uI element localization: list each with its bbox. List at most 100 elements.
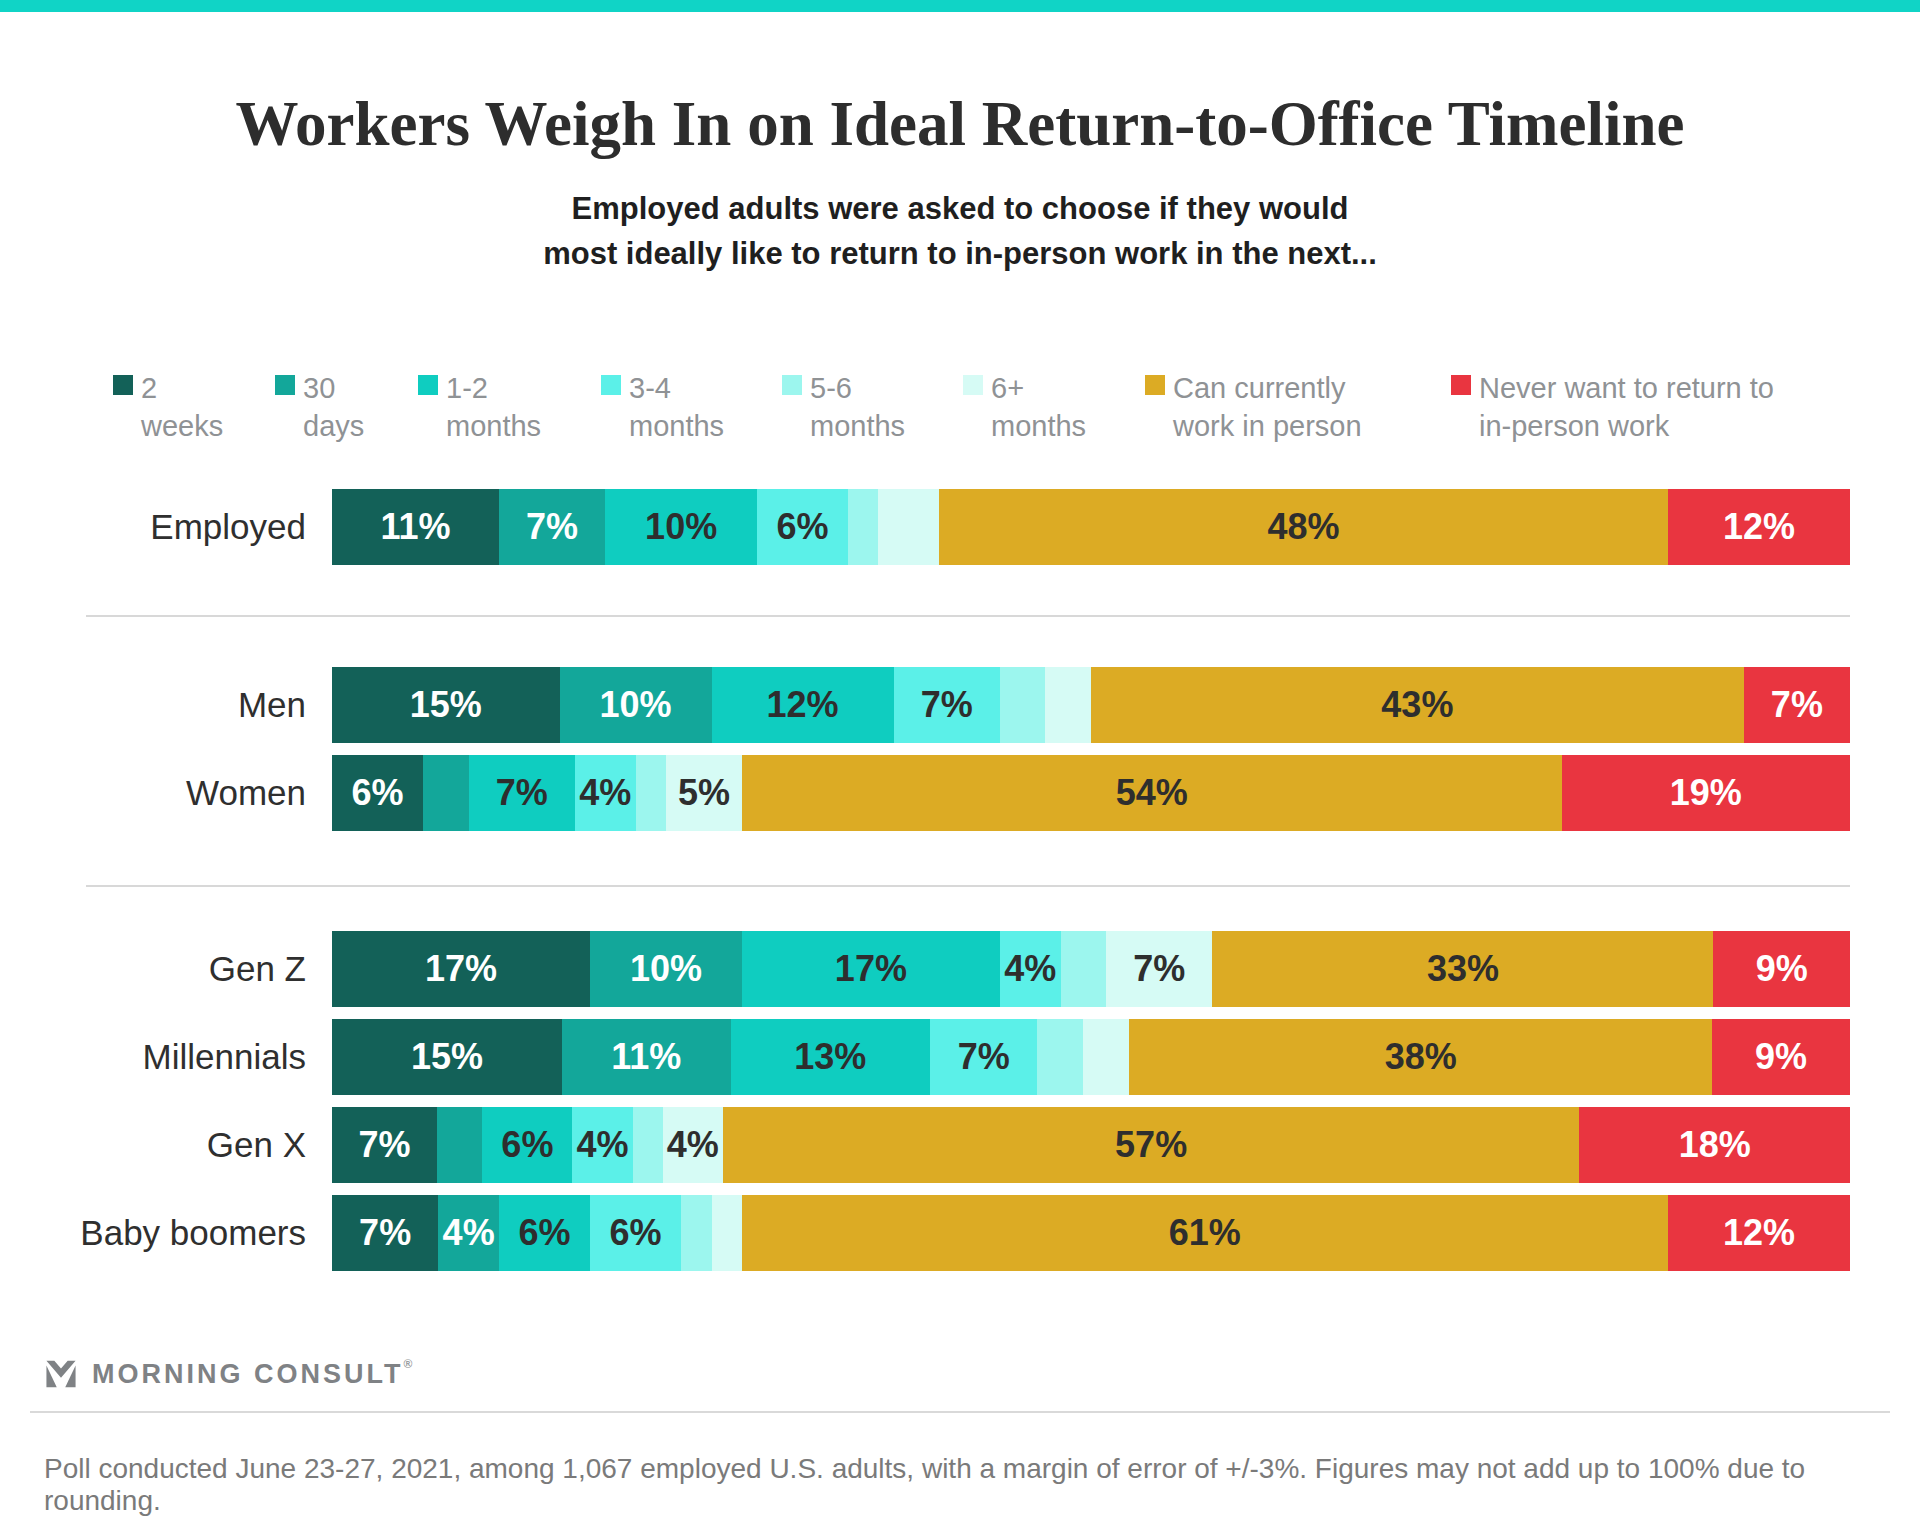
row-label: Women xyxy=(0,773,332,813)
bar-segment-1-2-months: 6% xyxy=(499,1195,590,1271)
legend-label: 6+ months xyxy=(991,369,1103,446)
bar-segment-30-days xyxy=(437,1107,482,1183)
morning-consult-logo-text: MORNING CONSULT® xyxy=(92,1359,415,1390)
legend-label: 3-4 months xyxy=(629,369,741,446)
methodology-footnote: Poll conducted June 23-27, 2021, among 1… xyxy=(44,1453,1920,1517)
segment-value-label: 38% xyxy=(1385,1036,1457,1078)
segment-value-label: 10% xyxy=(645,506,717,548)
legend-swatch-icon xyxy=(601,375,621,395)
legend-item-5-6-months: 5-6 months xyxy=(782,369,963,446)
segment-value-label: 6% xyxy=(610,1212,662,1254)
bar-row-men: Men15%10%12%7%43%7% xyxy=(0,667,1920,743)
bar-segment-5-6-months xyxy=(1061,931,1107,1007)
row-label: Employed xyxy=(0,507,332,547)
bar-segment-30-days xyxy=(423,755,469,831)
bar-segment-5-6-months xyxy=(681,1195,711,1271)
segment-value-label: 4% xyxy=(443,1212,495,1254)
legend-label: 5-6 months xyxy=(810,369,922,446)
bar-segment-never-want-to-return-to-in-person-work: 12% xyxy=(1668,1195,1850,1271)
segment-value-label: 11% xyxy=(611,1036,681,1078)
legend-swatch-icon xyxy=(1451,375,1471,395)
bar-segment-6-months: 4% xyxy=(663,1107,723,1183)
segment-value-label: 17% xyxy=(835,948,907,990)
segment-value-label: 4% xyxy=(667,1124,719,1166)
bar-segment-6-months: 5% xyxy=(666,755,742,831)
segment-value-label: 57% xyxy=(1115,1124,1187,1166)
segment-value-label: 4% xyxy=(577,1124,629,1166)
segment-value-label: 61% xyxy=(1169,1212,1241,1254)
top-accent-bar xyxy=(0,0,1920,12)
segment-value-label: 12% xyxy=(767,684,839,726)
legend-item-can-currently-work-in-person: Can currently work in person xyxy=(1145,369,1451,446)
segment-value-label: 7% xyxy=(958,1036,1010,1078)
segment-value-label: 12% xyxy=(1723,506,1795,548)
legend-item-6-months: 6+ months xyxy=(963,369,1145,446)
segment-value-label: 10% xyxy=(630,948,702,990)
bar-segment-5-6-months xyxy=(848,489,878,565)
bar-segment-3-4-months: 6% xyxy=(757,489,848,565)
bar-segment-can-currently-work-in-person: 48% xyxy=(939,489,1668,565)
bar-segment-can-currently-work-in-person: 54% xyxy=(742,755,1562,831)
legend-label: 30 days xyxy=(303,369,383,446)
bar-row-gen-z: Gen Z17%10%17%4%7%33%9% xyxy=(0,931,1920,1007)
segment-value-label: 17% xyxy=(425,948,497,990)
legend-swatch-icon xyxy=(275,375,295,395)
segment-value-label: 10% xyxy=(600,684,672,726)
segment-value-label: 6% xyxy=(777,506,829,548)
stacked-bar: 6%7%4%5%54%19% xyxy=(332,755,1850,831)
stacked-bar: 15%11%13%7%38%9% xyxy=(332,1019,1850,1095)
segment-value-label: 6% xyxy=(519,1212,571,1254)
segment-value-label: 7% xyxy=(359,1212,411,1254)
segment-value-label: 9% xyxy=(1755,1036,1807,1078)
bar-segment-30-days: 10% xyxy=(560,667,712,743)
legend-item-3-4-months: 3-4 months xyxy=(601,369,782,446)
morning-consult-branding: MORNING CONSULT® xyxy=(44,1357,1920,1391)
bar-segment-5-6-months xyxy=(636,755,666,831)
stacked-bar: 15%10%12%7%43%7% xyxy=(332,667,1850,743)
row-label: Men xyxy=(0,685,332,725)
segment-value-label: 13% xyxy=(794,1036,866,1078)
legend-swatch-icon xyxy=(113,375,133,395)
bar-row-millennials: Millennials15%11%13%7%38%9% xyxy=(0,1019,1920,1095)
segment-value-label: 5% xyxy=(678,772,730,814)
segment-value-label: 7% xyxy=(1771,684,1823,726)
row-label: Gen X xyxy=(0,1125,332,1165)
bar-segment-can-currently-work-in-person: 43% xyxy=(1091,667,1744,743)
bar-segment-3-4-months: 4% xyxy=(1000,931,1061,1007)
bar-segment-3-4-months: 7% xyxy=(930,1019,1037,1095)
bar-segment-6-months xyxy=(1045,667,1091,743)
bar-segment-never-want-to-return-to-in-person-work: 7% xyxy=(1744,667,1850,743)
bar-segment-6-months xyxy=(878,489,939,565)
segment-value-label: 7% xyxy=(496,772,548,814)
legend-swatch-icon xyxy=(1145,375,1165,395)
bar-segment-can-currently-work-in-person: 61% xyxy=(742,1195,1668,1271)
segment-value-label: 7% xyxy=(526,506,578,548)
segment-value-label: 15% xyxy=(410,684,482,726)
stacked-bar: 7% 4% 6% 6% 61% 12% xyxy=(332,1195,1850,1271)
segment-value-label: 54% xyxy=(1116,772,1188,814)
segment-value-label: 18% xyxy=(1679,1124,1751,1166)
bar-segment-3-4-months: 6% xyxy=(590,1195,681,1271)
segment-value-label: 11% xyxy=(380,506,450,548)
row-label: Millennials xyxy=(0,1037,332,1077)
bar-segment-2-weeks: 7% xyxy=(332,1195,438,1271)
bar-segment-5-6-months xyxy=(1000,667,1046,743)
bar-segment-can-currently-work-in-person: 38% xyxy=(1129,1019,1712,1095)
bar-segment-30-days: 4% xyxy=(438,1195,499,1271)
segment-value-label: 9% xyxy=(1756,948,1808,990)
bar-segment-6-months: 7% xyxy=(1106,931,1212,1007)
bar-segment-6-months xyxy=(1083,1019,1129,1095)
legend-label: 2 weeks xyxy=(141,369,221,446)
legend-label: 1-2 months xyxy=(446,369,558,446)
legend-item-30-days: 30 days xyxy=(275,369,418,446)
chart-legend: 2 weeks 30 days 1-2 months 3-4 months 5-6 mo… xyxy=(0,369,1920,446)
bar-segment-1-2-months: 13% xyxy=(731,1019,930,1095)
bar-segment-1-2-months: 7% xyxy=(469,755,575,831)
bar-segment-can-currently-work-in-person: 57% xyxy=(723,1107,1580,1183)
bar-segment-1-2-months: 6% xyxy=(482,1107,572,1183)
legend-label: Never want to return to in-person work xyxy=(1479,369,1789,446)
segment-value-label: 6% xyxy=(352,772,404,814)
morning-consult-logo-icon xyxy=(44,1357,78,1391)
bar-segment-never-want-to-return-to-in-person-work: 9% xyxy=(1713,931,1850,1007)
bar-row-women: Women6%7%4%5%54%19% xyxy=(0,755,1920,831)
